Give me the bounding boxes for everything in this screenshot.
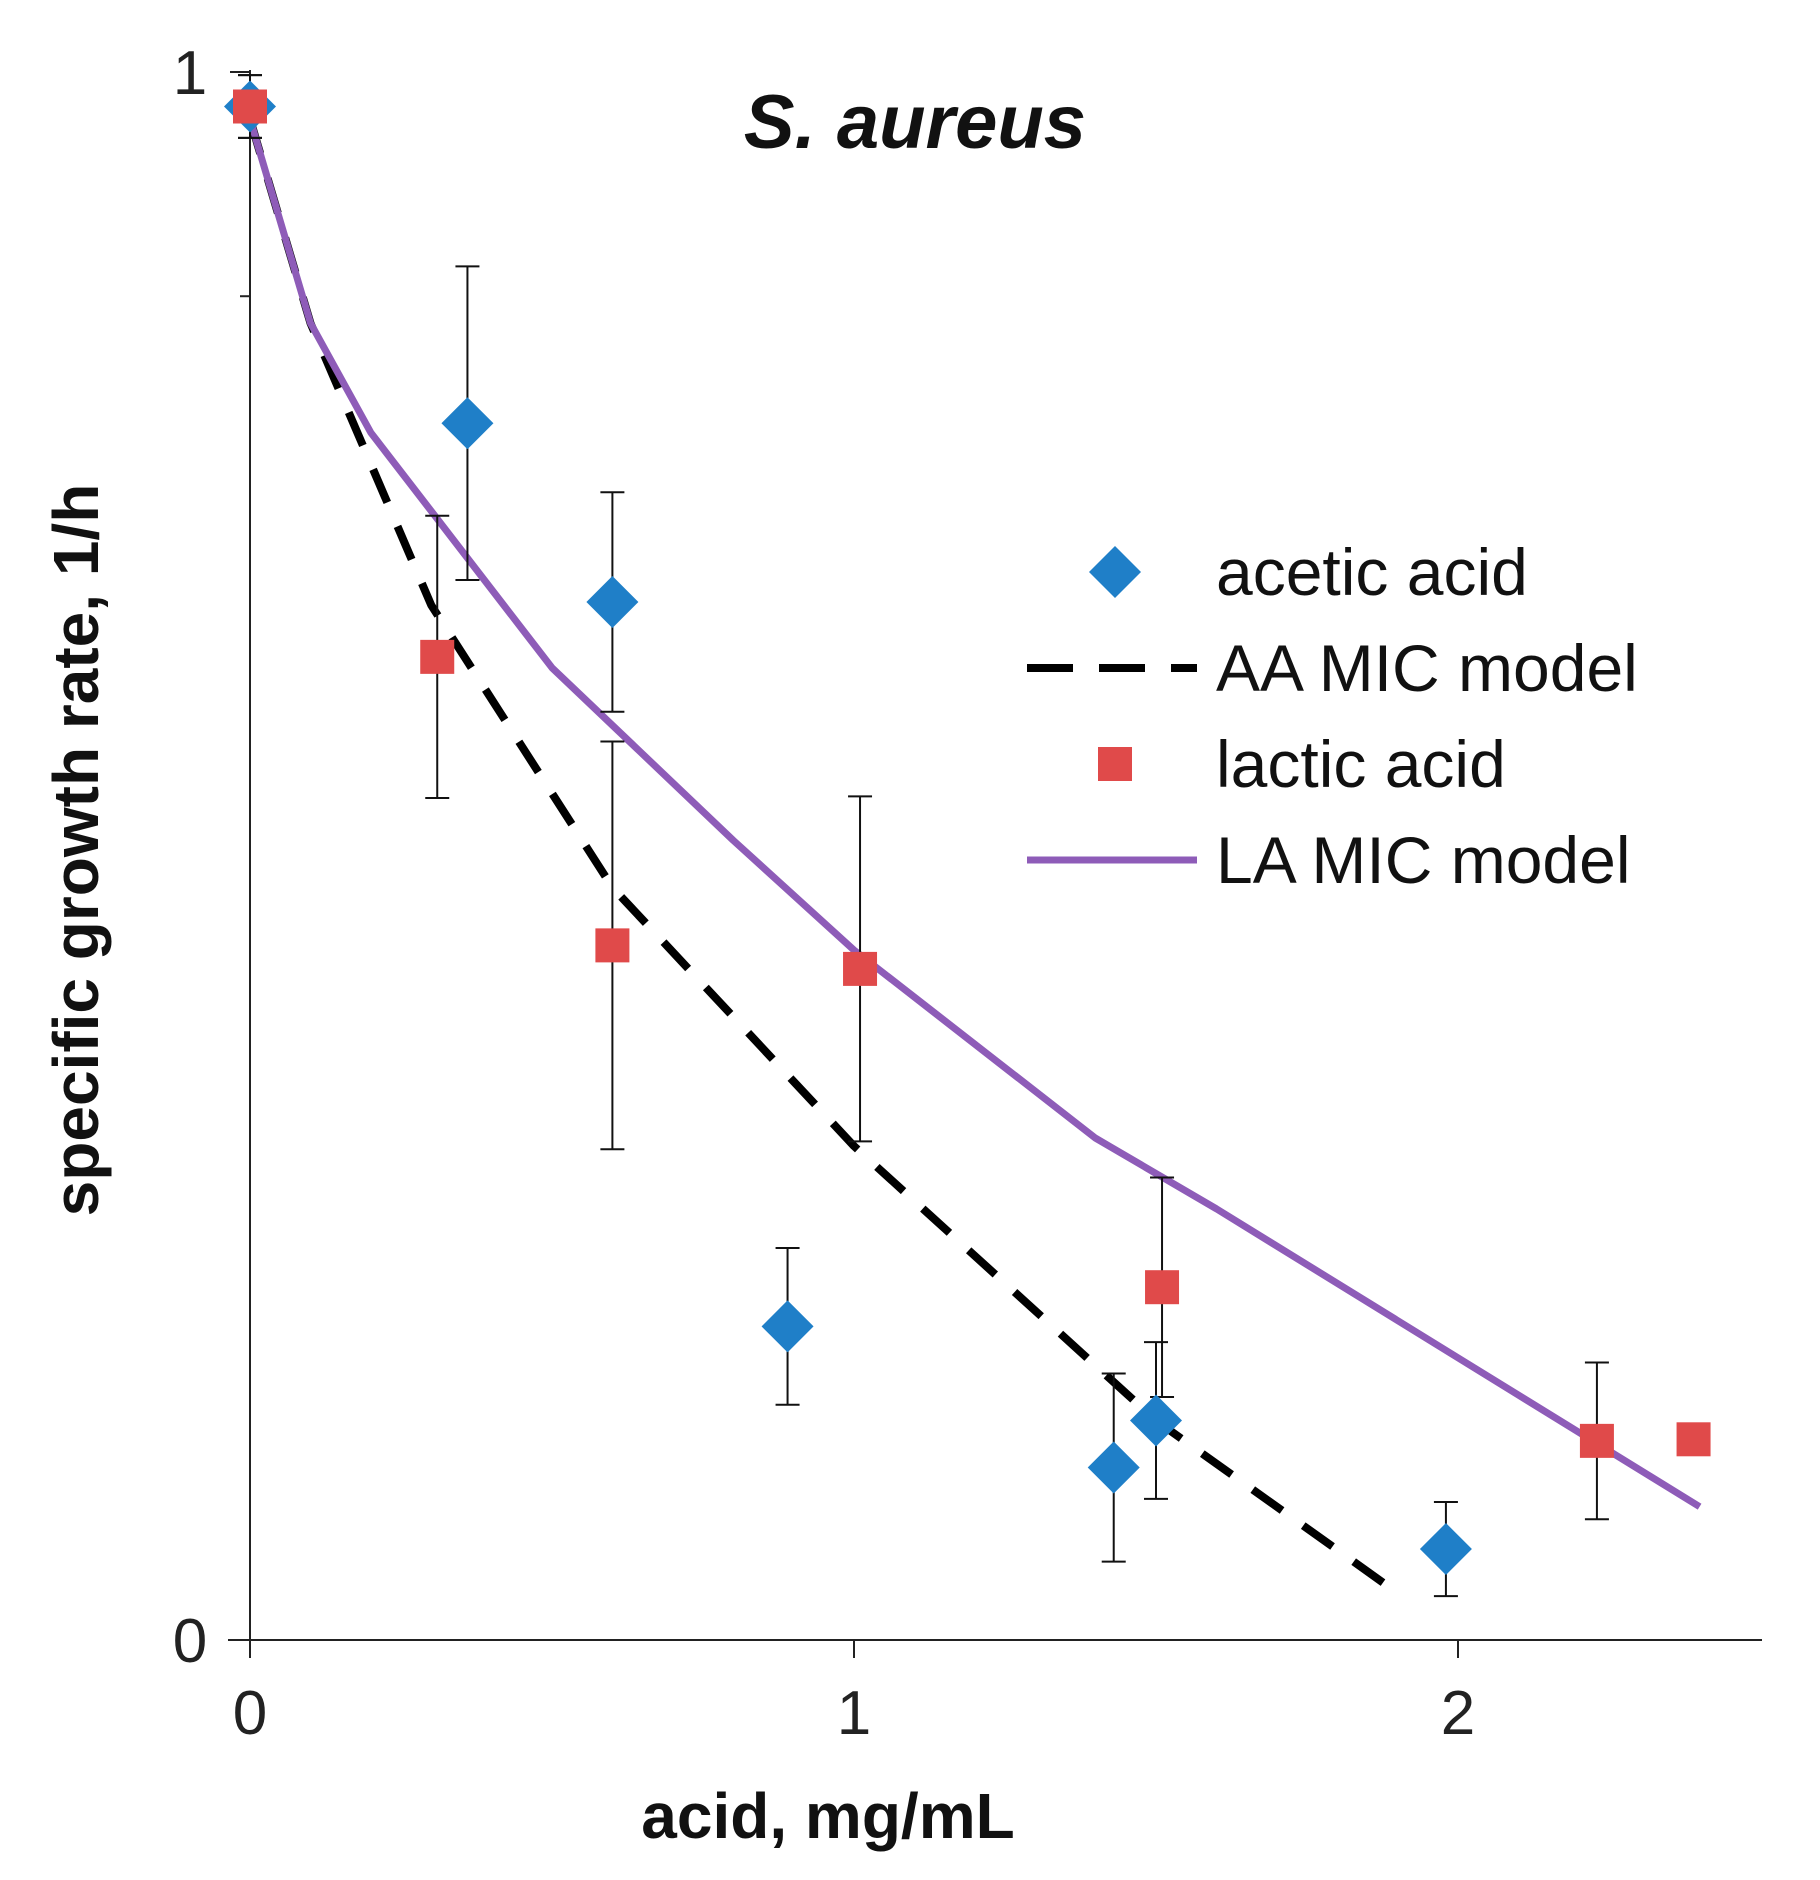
legend-acetic-acid-symbol bbox=[1089, 546, 1141, 598]
axes: 0 1 0 1 2 bbox=[173, 39, 1762, 1748]
acetic-acid-point bbox=[761, 1300, 814, 1353]
legend-acetic-acid-label: acetic acid bbox=[1216, 535, 1528, 609]
acetic-acid-point bbox=[1087, 1441, 1140, 1494]
legend-la-mic-model-label: LA MIC model bbox=[1216, 823, 1631, 897]
lactic-acid-point bbox=[1145, 1270, 1180, 1305]
legend-lactic-acid-symbol bbox=[1098, 747, 1132, 781]
acetic-acid-point bbox=[1419, 1523, 1472, 1576]
lactic-acid-point bbox=[233, 89, 267, 124]
acetic-acid-point bbox=[586, 575, 639, 628]
y-tick-label: 0 bbox=[173, 1607, 207, 1676]
la-mic-model-line bbox=[246, 118, 1702, 1510]
legend-lactic-acid-label: lactic acid bbox=[1216, 727, 1506, 801]
lactic-acid-point bbox=[1676, 1422, 1711, 1457]
lactic-acid-point bbox=[420, 639, 455, 674]
x-axis-title: acid, mg/mL bbox=[641, 1780, 1014, 1852]
x-tick-label: 2 bbox=[1441, 1679, 1475, 1748]
lactic-acid-point bbox=[595, 928, 630, 963]
y-tick-label: 1 bbox=[173, 39, 207, 108]
x-tick-label: 1 bbox=[837, 1679, 871, 1748]
plot-markers bbox=[224, 80, 1711, 1576]
lactic-acid-point bbox=[1579, 1423, 1614, 1458]
y-axis-title: specific growth rate, 1/h bbox=[40, 484, 112, 1217]
acetic-acid-point bbox=[1130, 1394, 1182, 1447]
chart-title: S. aureus bbox=[744, 80, 1086, 165]
legend: acetic acid AA MIC model lactic acid LA MIC… bbox=[1027, 535, 1638, 897]
legend-aa-mic-model-label: AA MIC model bbox=[1216, 631, 1638, 705]
lactic-acid-point bbox=[843, 951, 878, 986]
x-tick-label: 0 bbox=[233, 1679, 267, 1748]
acetic-acid-point bbox=[441, 397, 494, 450]
